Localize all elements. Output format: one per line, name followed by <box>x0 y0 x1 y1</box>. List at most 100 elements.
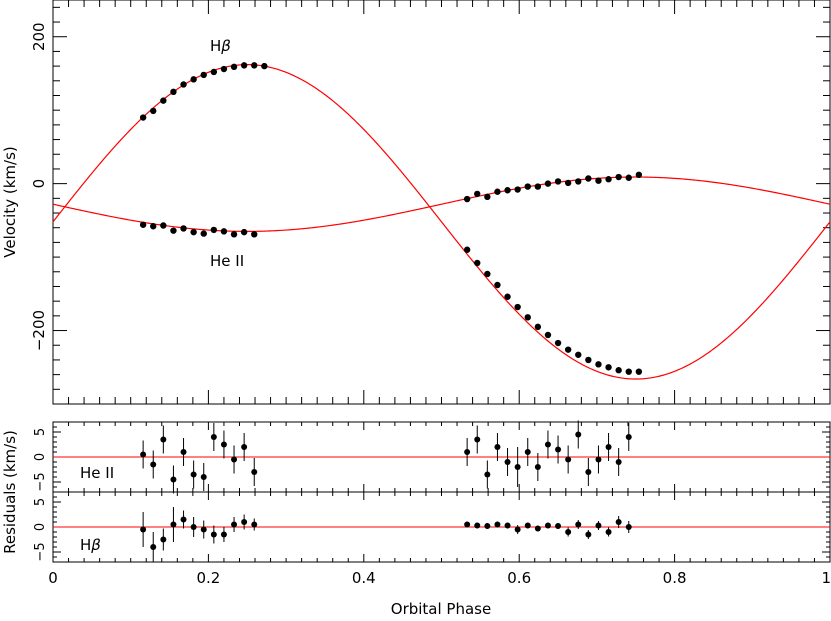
y-tick-label: 5 <box>33 498 48 506</box>
velocity-point <box>524 314 531 321</box>
y-tick-label: −5 <box>33 472 48 491</box>
residual-point <box>534 464 541 470</box>
residual-point <box>625 434 632 440</box>
residual-point <box>484 523 491 529</box>
x-tick-label: 0.4 <box>352 569 376 587</box>
velocity-point <box>220 228 228 235</box>
annotation-hbeta: Hβ <box>210 37 231 55</box>
residual-point <box>555 446 562 453</box>
residuals-hbeta-label: Hβ <box>80 536 101 554</box>
velocity-y-tick-labels: −200 0 200 <box>30 22 48 351</box>
residual-point <box>140 526 147 533</box>
y-tick-label: 5 <box>33 428 48 436</box>
velocity-point <box>534 183 542 190</box>
residual-point <box>231 521 238 528</box>
velocity-point <box>474 190 481 198</box>
residual-point <box>484 471 491 478</box>
residual-point <box>494 444 501 450</box>
velocity-point <box>554 339 562 347</box>
velocity-point <box>160 97 167 104</box>
residual-point <box>615 459 622 465</box>
velocity-panel: −200 0 200 Velocity (km/s) Hβ He II <box>1 0 831 405</box>
velocity-y-axis-label: Velocity (km/s) <box>1 146 19 257</box>
x-tick-labels: 0 0.2 0.4 0.6 0.8 1 <box>48 569 831 587</box>
velocity-point <box>635 368 643 375</box>
residuals-he2-points <box>140 420 632 494</box>
residuals-he2-panel: −5 0 5 He II <box>33 420 831 494</box>
residual-point <box>231 456 238 463</box>
residual-point <box>534 525 541 532</box>
residual-point <box>514 526 521 533</box>
residual-point <box>494 521 501 528</box>
velocity-point <box>180 81 187 88</box>
residual-point <box>514 464 521 470</box>
velocity-point <box>494 188 501 195</box>
residual-point <box>615 519 622 525</box>
residual-point <box>220 441 227 448</box>
x-tick-label: 0.6 <box>507 569 531 587</box>
velocity-point <box>504 187 511 194</box>
residual-point <box>464 521 471 528</box>
residual-point <box>595 456 602 463</box>
residual-point <box>170 476 177 483</box>
residual-point <box>504 459 511 465</box>
velocity-point <box>615 173 622 181</box>
velocity-point <box>190 76 197 83</box>
velocity-point <box>595 177 602 184</box>
velocity-point <box>484 270 491 278</box>
velocity-point <box>200 230 207 237</box>
residual-point <box>251 469 258 475</box>
residual-point <box>474 436 481 443</box>
y-tick-label: 0 <box>30 179 48 189</box>
velocity-point <box>544 180 552 187</box>
residual-point <box>565 529 572 535</box>
velocity-points <box>139 62 643 375</box>
velocity-point <box>564 179 572 187</box>
residual-point <box>524 522 531 529</box>
residual-point <box>170 521 177 528</box>
residual-point <box>575 521 582 528</box>
velocity-point <box>210 68 218 76</box>
velocity-point <box>251 231 258 238</box>
residual-point <box>524 449 531 455</box>
y-tick-label: −5 <box>33 542 48 561</box>
velocity-point <box>230 63 238 71</box>
velocity-point <box>139 114 147 121</box>
velocity-point <box>504 293 511 300</box>
x-tick-label: 0.8 <box>663 569 687 587</box>
residuals-he2-y-tick-labels: −5 0 5 <box>33 428 48 492</box>
residual-point <box>464 449 471 455</box>
velocity-point <box>625 368 632 375</box>
velocity-point <box>534 323 542 331</box>
velocity-point <box>605 364 612 371</box>
residual-point <box>605 529 612 535</box>
velocity-point <box>230 231 238 238</box>
residual-point <box>150 461 157 468</box>
velocity-panel-frame <box>52 0 831 405</box>
residual-point <box>544 441 551 448</box>
velocity-point <box>474 259 481 267</box>
residual-point <box>595 522 602 529</box>
velocity-point <box>170 88 177 96</box>
residual-point <box>140 451 147 458</box>
model-curve-1 <box>52 176 831 232</box>
velocity-ticks <box>52 0 831 405</box>
velocity-point <box>564 346 572 353</box>
residual-point <box>200 526 207 533</box>
residuals-he2-label: He II <box>80 464 114 482</box>
residuals-he2-ticks <box>52 421 831 493</box>
velocity-point <box>484 193 491 201</box>
residual-point <box>210 531 217 538</box>
residual-point <box>150 544 157 550</box>
velocity-point <box>463 195 471 203</box>
residual-point <box>160 536 167 543</box>
residual-point <box>180 449 187 455</box>
residual-point <box>180 516 187 523</box>
velocity-point <box>170 227 177 234</box>
residual-point <box>474 522 481 529</box>
residual-point <box>605 444 612 450</box>
velocity-point <box>635 171 643 179</box>
y-tick-label: 200 <box>30 22 48 51</box>
velocity-point <box>261 62 268 70</box>
velocity-point <box>190 228 197 236</box>
